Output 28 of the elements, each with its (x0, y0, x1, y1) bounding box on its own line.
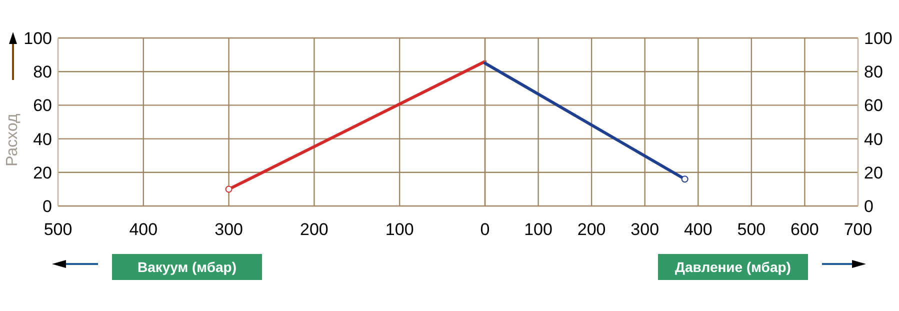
x-tick-label: 400 (129, 220, 158, 239)
y-tick-label: 60 (864, 96, 883, 116)
x-tick-label: 100 (385, 220, 414, 239)
y-tick-label: 100 (864, 29, 892, 48)
y-tick-label: 40 (864, 130, 883, 149)
y-tick-label: 20 (33, 163, 52, 182)
x-tick-label: 100 (524, 220, 552, 239)
y-tick-label: 20 (864, 163, 883, 182)
x-tick-label: 300 (630, 220, 660, 239)
x-tick-label: 0 (480, 220, 490, 239)
y-tick-label: 60 (33, 96, 52, 116)
y-tick-label: 0 (42, 197, 52, 216)
x-axis-title: Давление (мбар) (675, 259, 791, 275)
y-tick-label: 40 (33, 130, 52, 149)
y-axis-title: Расход (4, 112, 21, 166)
x-tick-label: 700 (844, 220, 872, 239)
x-tick-label: 200 (300, 220, 328, 239)
x-tick-label: 600 (790, 220, 819, 239)
x-tick-label: 500 (737, 220, 766, 239)
y-tick-label: 80 (864, 62, 883, 82)
y-tick-label: 80 (33, 62, 52, 82)
x-tick-label: 300 (214, 220, 243, 239)
x-tick-label: 200 (577, 220, 606, 239)
y-tick-label: 100 (24, 29, 52, 48)
x-tick-label: 500 (44, 220, 72, 239)
x-tick-label: 400 (684, 220, 712, 239)
x-axis-title: Вакуум (мбар) (137, 259, 237, 275)
y-tick-label: 0 (864, 197, 874, 216)
